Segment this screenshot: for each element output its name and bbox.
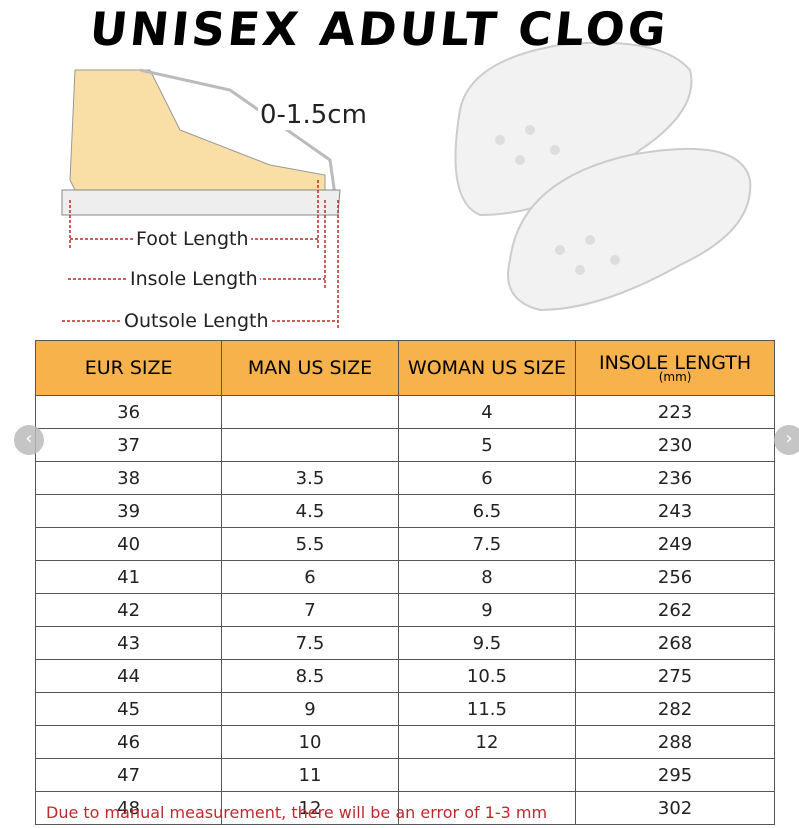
table-cell: 40 — [34, 527, 223, 561]
table-cell — [397, 758, 577, 792]
table-cell: 282 — [575, 692, 775, 726]
table-row: 36 4 223 — [34, 395, 775, 429]
table-body: 36 4 223 37 5 230 38 3.5 6 236 39 4.5 6.5 243 40 5.5 7.5… — [34, 395, 775, 825]
outsole-length-label: Outsole Length — [122, 310, 271, 332]
table-cell: 7 — [221, 593, 399, 627]
table-row: 47 11 295 — [34, 758, 775, 792]
table-cell: 236 — [575, 461, 775, 495]
table-cell: 48 — [34, 791, 223, 825]
table-cell: 37 — [34, 428, 223, 462]
table-cell: 7.5 — [221, 626, 399, 660]
column-header: WOMAN US SIZE — [397, 340, 577, 396]
table-cell: 262 — [575, 593, 775, 627]
table-cell: 268 — [575, 626, 775, 660]
table-row: 41 6 8 256 — [34, 560, 775, 594]
table-cell: 5.5 — [221, 527, 399, 561]
column-header-text: EUR SIZE — [84, 357, 173, 379]
table-cell — [221, 428, 399, 462]
table-cell: 47 — [34, 758, 223, 792]
table-cell: 6 — [397, 461, 577, 495]
table-cell: 10.5 — [397, 659, 577, 693]
table-cell: 46 — [34, 725, 223, 759]
table-cell: 12 — [221, 791, 399, 825]
table-cell: 38 — [34, 461, 223, 495]
table-cell: 4 — [397, 395, 577, 429]
title: UNISEX ADULT CLOG — [87, 2, 672, 56]
table-cell: 7.5 — [397, 527, 577, 561]
unit: (mm) — [658, 370, 692, 384]
table-cell: 10 — [221, 725, 399, 759]
table-cell: 45 — [34, 692, 223, 726]
table-cell: 295 — [575, 758, 775, 792]
table-cell: 9 — [221, 692, 399, 726]
column-header-text: WOMAN US SIZE — [407, 357, 566, 379]
table-cell — [221, 395, 399, 429]
next-arrow[interactable]: › — [774, 425, 799, 455]
footnote: Due to manual measurement, there will be… — [46, 803, 548, 822]
table-cell: 6 — [221, 560, 399, 594]
column-header: EUR SIZE — [34, 340, 223, 396]
table-cell: 275 — [575, 659, 775, 693]
table-cell: 256 — [575, 560, 775, 594]
table-cell: 6.5 — [397, 494, 577, 528]
illustration — [61, 41, 752, 330]
table-row: 48 12 302 — [34, 791, 775, 825]
table-cell: 11.5 — [397, 692, 577, 726]
gap-label: 0-1.5cm — [258, 100, 369, 130]
prev-arrow[interactable]: ‹ — [14, 425, 44, 455]
table-cell: 9 — [397, 593, 577, 627]
table-row: 42 7 9 262 — [34, 593, 775, 627]
table-cell: 36 — [34, 395, 223, 429]
insole-length-label: Insole Length — [128, 268, 260, 290]
column-header: INSOLE LENGTH (mm) — [575, 340, 775, 396]
table-cell: 39 — [34, 494, 223, 528]
column-header-text: MAN US SIZE — [247, 357, 373, 379]
table-cell: 43 — [34, 626, 223, 660]
foot-length-label: Foot Length — [134, 228, 251, 250]
table-row: 46 10 12 288 — [34, 725, 775, 759]
table-cell: 9.5 — [397, 626, 577, 660]
table-cell: 41 — [34, 560, 223, 594]
table-row: 39 4.5 6.5 243 — [34, 494, 775, 528]
table-cell — [397, 791, 577, 825]
header-row: EUR SIZE MAN US SIZE WOMAN US SIZE INSOLE L… — [34, 340, 775, 396]
table-cell: 302 — [575, 791, 775, 825]
table-cell: 243 — [575, 494, 775, 528]
table-cell: 8 — [397, 560, 577, 594]
table-cell: 42 — [34, 593, 223, 627]
table-cell: 3.5 — [221, 461, 399, 495]
table-cell: 288 — [575, 725, 775, 759]
table-cell: 12 — [397, 725, 577, 759]
column-header: MAN US SIZE — [221, 340, 399, 396]
table-row: 43 7.5 9.5 268 — [34, 626, 775, 660]
table-cell: 11 — [221, 758, 399, 792]
table-cell: 223 — [575, 395, 775, 429]
table-row: 40 5.5 7.5 249 — [34, 527, 775, 561]
table-cell: 4.5 — [221, 494, 399, 528]
table-cell: 8.5 — [221, 659, 399, 693]
table-cell: 5 — [397, 428, 577, 462]
table-cell: 44 — [34, 659, 223, 693]
table-cell: 249 — [575, 527, 775, 561]
table-row: 38 3.5 6 236 — [34, 461, 775, 495]
size-table: EUR SIZE MAN US SIZE WOMAN US SIZE INSOLE L… — [34, 340, 775, 825]
table-row: 44 8.5 10.5 275 — [34, 659, 775, 693]
table-row: 37 5 230 — [34, 428, 775, 462]
table-cell: 230 — [575, 428, 775, 462]
table-row: 45 9 11.5 282 — [34, 692, 775, 726]
column-header-text: INSOLE LENGTH — [598, 352, 752, 374]
